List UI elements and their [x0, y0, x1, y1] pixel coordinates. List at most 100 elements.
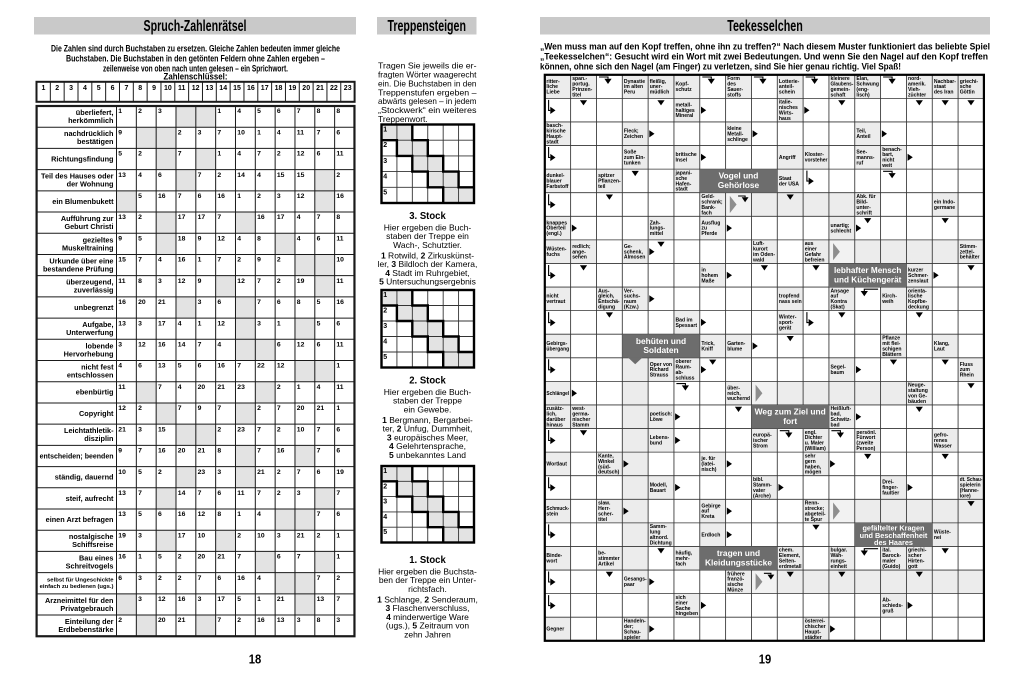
svg-text:19: 19 [336, 469, 344, 476]
svg-text:3: 3 [198, 596, 202, 603]
svg-text:engl.: engl. [805, 430, 817, 436]
svg-text:faultier: faultier [882, 491, 899, 497]
svg-text:bund: bund [650, 441, 662, 447]
svg-text:Geburt Christi: Geburt Christi [64, 222, 113, 231]
svg-text:Zah-: Zah- [650, 220, 661, 226]
svg-text:Schmer-: Schmer- [908, 273, 929, 279]
svg-text:Segel-: Segel- [831, 365, 847, 371]
svg-text:16: 16 [336, 299, 344, 306]
svg-text:2: 2 [336, 172, 340, 179]
svg-text:6: 6 [217, 575, 221, 582]
svg-text:3: 3 [297, 490, 301, 497]
svg-text:3: 3 [217, 469, 221, 476]
svg-text:3: 3 [277, 193, 281, 200]
svg-text:1: 1 [198, 257, 202, 264]
svg-text:blauer: blauer [546, 179, 561, 185]
svg-text:23: 23 [344, 85, 352, 92]
svg-text:Anteil: Anteil [856, 134, 871, 140]
svg-text:13: 13 [118, 214, 126, 221]
svg-text:blume: blume [727, 346, 742, 352]
svg-text:Kopf-: Kopf- [676, 82, 690, 88]
svg-text:staltung: staltung [908, 388, 928, 394]
svg-text:2: 2 [138, 108, 142, 115]
svg-text:abgeteil-: abgeteil- [805, 511, 826, 517]
svg-text:Raum-: Raum- [676, 365, 692, 371]
svg-text:(Hanne-: (Hanne- [960, 488, 979, 494]
svg-text:7: 7 [198, 490, 202, 497]
svg-text:Aus-: Aus- [598, 288, 610, 294]
svg-text:Gebirgs-: Gebirgs- [546, 341, 567, 347]
svg-text:kurzer: kurzer [908, 267, 923, 273]
svg-text:13: 13 [206, 85, 214, 92]
svg-text:ter, 2 Unfug, Dummheit,: ter, 2 Unfug, Dummheit, [383, 424, 473, 434]
svg-text:griechi-: griechi- [908, 548, 927, 554]
svg-text:7: 7 [178, 151, 182, 158]
svg-text:16: 16 [118, 554, 126, 561]
svg-text:spielerin: spielerin [960, 482, 981, 488]
svg-text:schigen: schigen [882, 346, 901, 352]
svg-text:16: 16 [237, 575, 245, 582]
svg-text:Erdloch: Erdloch [701, 532, 720, 538]
svg-text:Haupt-: Haupt- [546, 134, 562, 140]
svg-text:italie-: italie- [779, 100, 793, 106]
svg-text:4 Stadt im Ruhrgebiet,: 4 Stadt im Ruhrgebiet, [385, 268, 470, 278]
svg-text:benach-: benach- [882, 147, 902, 153]
svg-text:steif, aufrecht: steif, aufrecht [66, 494, 114, 503]
svg-text:Spessart: Spessart [676, 323, 698, 329]
svg-text:Neuge-: Neuge- [908, 383, 926, 389]
svg-text:3: 3 [158, 108, 162, 115]
svg-text:4: 4 [158, 257, 162, 264]
svg-text:Hier ergeben die Buch-: Hier ergeben die Buch- [384, 387, 472, 397]
svg-text:behälter: behälter [960, 255, 980, 261]
svg-text:Peru: Peru [624, 90, 635, 96]
svg-text:paar: paar [624, 582, 635, 588]
svg-text:4: 4 [237, 108, 241, 115]
svg-text:4: 4 [118, 363, 122, 370]
svg-text:kirische: kirische [546, 129, 565, 135]
svg-text:14: 14 [178, 490, 186, 497]
svg-text:7: 7 [257, 278, 261, 285]
svg-text:7: 7 [257, 426, 261, 433]
svg-text:21: 21 [257, 469, 265, 476]
svg-text:japani-: japani- [675, 170, 693, 176]
svg-text:Pflanzen-: Pflanzen- [598, 179, 621, 185]
svg-text:lebhafter Mensch: lebhafter Mensch [834, 266, 901, 275]
svg-text:1: 1 [383, 292, 387, 299]
svg-text:1: 1 [336, 405, 340, 412]
svg-text:renes: renes [934, 438, 948, 444]
svg-text:4: 4 [317, 384, 321, 391]
svg-text:reich,: reich, [727, 391, 741, 397]
svg-text:Wortlaut: Wortlaut [546, 462, 567, 468]
svg-text:Winkel: Winkel [598, 459, 615, 465]
svg-text:13: 13 [118, 511, 126, 518]
svg-text:16: 16 [158, 193, 166, 200]
svg-text:7: 7 [217, 257, 221, 264]
svg-text:hohem: hohem [701, 273, 718, 279]
svg-text:2: 2 [138, 151, 142, 158]
svg-text:21: 21 [297, 532, 305, 539]
svg-text:7: 7 [237, 363, 241, 370]
svg-text:behüten und: behüten und [636, 336, 686, 346]
svg-text:Schreitvogels: Schreitvogels [66, 561, 114, 570]
svg-text:(Skat): (Skat) [831, 305, 845, 311]
svg-text:(William): (William) [805, 446, 826, 452]
svg-text:20: 20 [302, 85, 310, 92]
svg-text:zum: zum [960, 367, 971, 373]
svg-text:Tragen Sie jeweils die er-: Tragen Sie jeweils die er- [378, 61, 477, 71]
svg-text:Treppensteigen: Treppensteigen [387, 18, 466, 35]
svg-text:3: 3 [138, 532, 142, 539]
svg-text:wuchernd: wuchernd [726, 396, 750, 402]
svg-text:1: 1 [118, 108, 122, 115]
svg-text:23: 23 [237, 426, 245, 433]
svg-text:10: 10 [118, 469, 126, 476]
svg-text:4: 4 [257, 575, 261, 582]
svg-text:4: 4 [83, 85, 87, 92]
svg-text:raum: raum [624, 299, 637, 305]
svg-text:zenslaut: zenslaut [908, 278, 929, 284]
svg-text:im Oden-: im Oden- [753, 252, 775, 258]
svg-text:poetisch:: poetisch: [650, 412, 673, 418]
svg-text:Arzneimittel für den: Arzneimittel für den [45, 596, 114, 605]
svg-text:17: 17 [217, 596, 225, 603]
svg-text:11: 11 [118, 278, 125, 285]
svg-text:12: 12 [138, 342, 146, 349]
